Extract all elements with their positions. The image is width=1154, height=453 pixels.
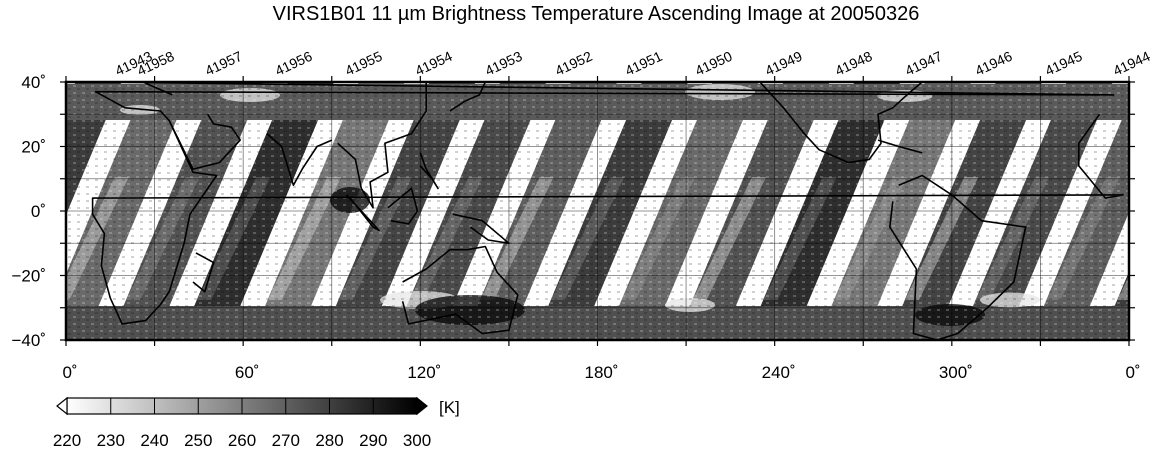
orbit-number-label: 41957 bbox=[203, 48, 245, 79]
coastline bbox=[91, 90, 1124, 325]
coastline bbox=[759, 82, 923, 164]
colorbar-tick-label: 270 bbox=[272, 431, 300, 450]
lon-tick-label: 0˚ bbox=[1125, 363, 1140, 382]
coastline bbox=[345, 194, 380, 232]
orbit-number-label: 41953 bbox=[483, 48, 525, 79]
colorbar-tick-label: 220 bbox=[53, 431, 81, 450]
lon-tick-label: 300˚ bbox=[939, 363, 973, 382]
colorbar-tick-label: 250 bbox=[184, 431, 212, 450]
colorbar-high-arrow bbox=[416, 396, 428, 416]
chart-title: VIRS1B01 11 µm Brightness Temperature As… bbox=[273, 3, 920, 25]
orbit-number-label: 41954 bbox=[413, 48, 455, 79]
colorbar-tick-label: 260 bbox=[228, 431, 256, 450]
colorbar-tick-labels: 220 230 240 250 260 270 280 290 300 bbox=[53, 431, 431, 450]
colorbar-tick-label: 300 bbox=[403, 431, 431, 450]
orbit-number-label: 41952 bbox=[553, 48, 595, 79]
orbit-number-label: 41945 bbox=[1043, 48, 1085, 79]
orbit-number-label: 41955 bbox=[343, 48, 385, 79]
colorbar-tick-label: 240 bbox=[140, 431, 168, 450]
orbit-number-label: 41947 bbox=[903, 48, 945, 79]
orbit-number-label: 41948 bbox=[833, 48, 875, 79]
lat-tick-label: 0˚ bbox=[31, 202, 46, 221]
coastline bbox=[337, 82, 428, 209]
latitude-tick-labels: 40˚ 20˚ 0˚ −20˚ −40˚ bbox=[12, 73, 47, 350]
colorbar-tick-label: 280 bbox=[315, 431, 343, 450]
orbit-number-label: 41949 bbox=[763, 48, 805, 79]
coastline bbox=[401, 245, 519, 335]
colorbar-unit: [K] bbox=[439, 398, 460, 417]
coastline bbox=[419, 152, 439, 190]
lat-tick-label: 40˚ bbox=[21, 73, 46, 92]
coastline bbox=[192, 252, 215, 293]
coastline bbox=[266, 132, 333, 186]
lat-lon-grid bbox=[66, 82, 1129, 340]
orbit-number-label: 41951 bbox=[623, 48, 665, 79]
coastline bbox=[100, 82, 1115, 96]
frame-ticks bbox=[60, 76, 1135, 346]
lon-tick-label: 60˚ bbox=[235, 363, 260, 382]
coastline bbox=[877, 139, 923, 154]
coastline bbox=[168, 113, 241, 170]
lon-tick-label: 0˚ bbox=[62, 363, 77, 382]
orbit-number-label: 41944 bbox=[1111, 48, 1153, 79]
lon-tick-label: 180˚ bbox=[584, 363, 618, 382]
colorbar-low-arrow bbox=[56, 396, 68, 416]
longitude-tick-labels: 0˚ 60˚ 120˚ 180˚ 240˚ 300˚ 0˚ bbox=[62, 363, 1140, 382]
lon-tick-label: 240˚ bbox=[762, 363, 796, 382]
orbit-number-label: 41946 bbox=[973, 48, 1015, 79]
coastline bbox=[449, 82, 487, 112]
lat-tick-label: 20˚ bbox=[21, 138, 46, 157]
colorbar: [K] 220 230 240 250 260 270 280 290 300 bbox=[53, 396, 460, 450]
colorbar-ticks bbox=[110, 398, 374, 414]
orbit-number-label: 41956 bbox=[273, 48, 315, 79]
orbit-number-label: 41950 bbox=[693, 48, 735, 79]
lat-tick-label: −40˚ bbox=[12, 331, 47, 350]
map-area bbox=[66, 82, 1129, 340]
colorbar-tick-label: 230 bbox=[97, 431, 125, 450]
lat-tick-label: −20˚ bbox=[12, 267, 47, 286]
lon-tick-label: 120˚ bbox=[407, 363, 441, 382]
colorbar-tick-label: 290 bbox=[359, 431, 387, 450]
